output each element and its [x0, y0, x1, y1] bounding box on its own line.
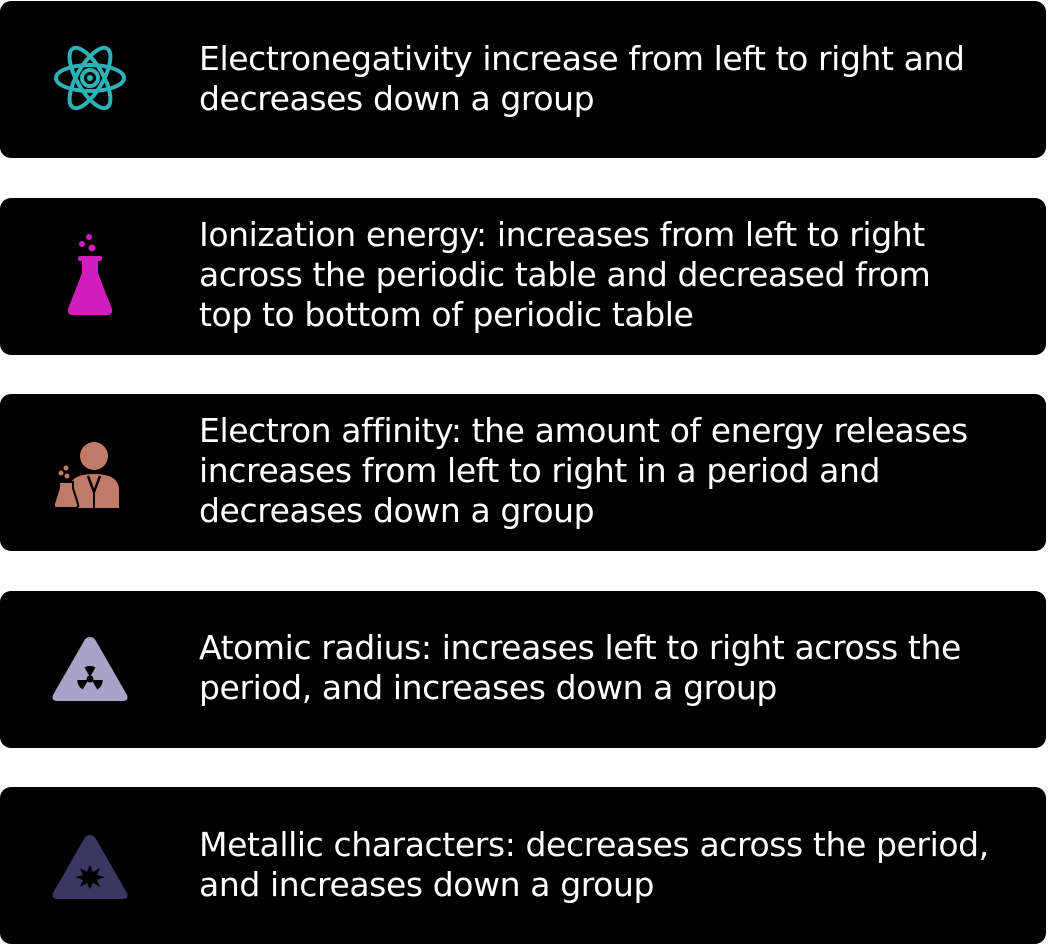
card-ionization-energy: Ionization energy: increases from left t… — [0, 198, 1046, 355]
card-electron-affinity: Electron affinity: the amount of energy … — [0, 394, 1046, 551]
explosive-warning-icon — [45, 822, 135, 912]
radiation-warning-icon — [45, 624, 135, 714]
card-text: Ionization energy: increases from left t… — [199, 215, 931, 334]
card-metallic-characters: Metallic characters: decreases across th… — [0, 787, 1046, 944]
card-text: Metallic characters: decreases across th… — [199, 825, 989, 904]
flask-icon — [45, 231, 135, 321]
card-electronegativity: Electronegativity increase from left to … — [0, 1, 1046, 158]
card-text: Electron affinity: the amount of energy … — [199, 411, 968, 530]
scientist-icon — [45, 429, 135, 519]
card-text: Atomic radius: increases left to right a… — [199, 628, 961, 707]
atom-icon — [45, 33, 135, 123]
card-atomic-radius: Atomic radius: increases left to right a… — [0, 591, 1046, 748]
card-text: Electronegativity increase from left to … — [199, 39, 965, 118]
